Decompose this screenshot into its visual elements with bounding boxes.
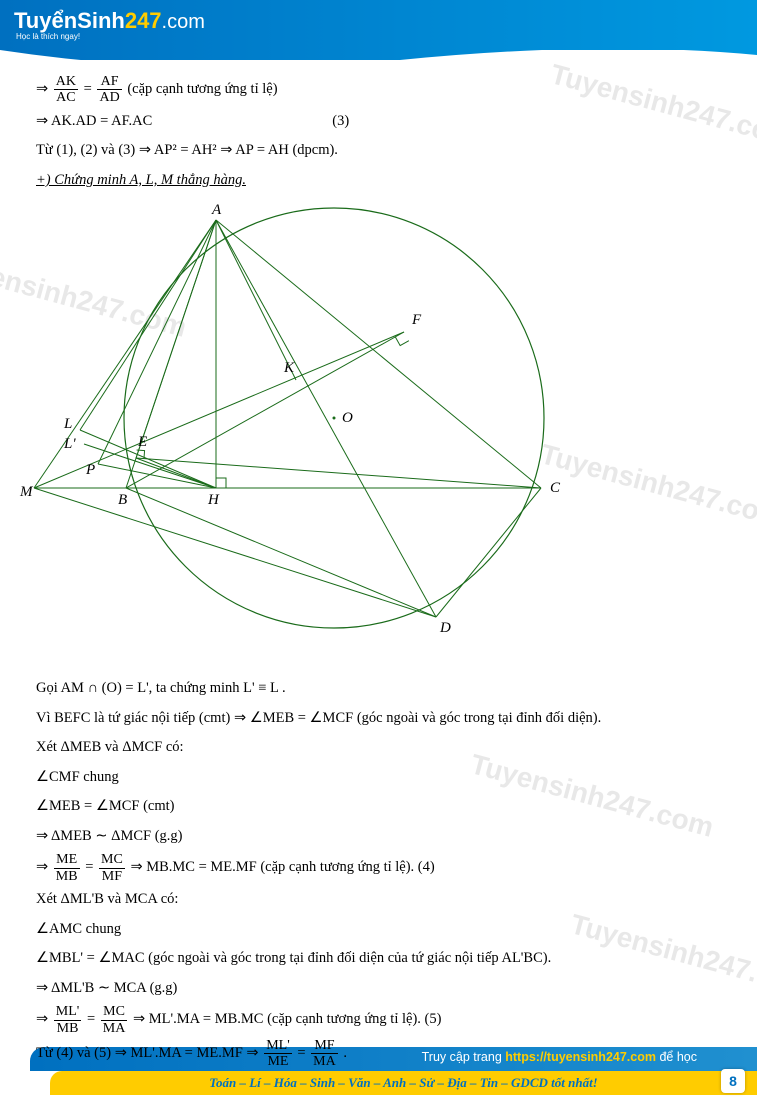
line-17: Từ (4) và (5) ⇒ ML'.MA = ME.MF ⇒ ML'ME =… bbox=[36, 1038, 721, 1070]
svg-text:B: B bbox=[118, 492, 127, 508]
svg-text:E: E bbox=[137, 434, 147, 450]
header-bar: TuyểnSinh247.com Học là thích ngay! bbox=[0, 0, 757, 60]
line-6: Vì BEFC là tứ giác nội tiếp (cmt) ⇒ ∠MEB… bbox=[36, 705, 721, 733]
footer-subjects: Toán – Lí – Hóa – Sinh – Văn – Anh – Sử … bbox=[50, 1071, 757, 1095]
logo-domain: .com bbox=[162, 11, 205, 33]
svg-text:L': L' bbox=[63, 436, 76, 452]
line-12: Xét ΔML'B và MCA có: bbox=[36, 886, 721, 914]
fraction: AKAC bbox=[54, 74, 78, 106]
logo-slogan: Học là thích ngay! bbox=[14, 32, 743, 41]
line-2: ⇒ AK.AD = AF.AC(3) bbox=[36, 108, 721, 136]
line-8: ∠CMF chung bbox=[36, 764, 721, 792]
geometry-diagram: A B C D F K O L L' P E H M bbox=[16, 202, 606, 652]
svg-text:L: L bbox=[63, 416, 72, 432]
line-4: +) Chứng minh A, L, M thẳng hàng. bbox=[36, 167, 721, 195]
svg-text:P: P bbox=[85, 462, 95, 478]
logo: TuyểnSinh247.com Học là thích ngay! bbox=[0, 0, 757, 49]
page-number: 8 bbox=[721, 1069, 745, 1093]
svg-text:M: M bbox=[19, 484, 34, 500]
svg-text:C: C bbox=[550, 480, 561, 496]
line-15: ⇒ ΔML'B ∼ MCA (g.g) bbox=[36, 975, 721, 1003]
line-5: Gọi AM ∩ (O) = L', ta chứng minh L' ≡ L … bbox=[36, 675, 721, 703]
svg-text:H: H bbox=[207, 492, 220, 508]
line-13: ∠AMC chung bbox=[36, 916, 721, 944]
line-9: ∠MEB = ∠MCF (cmt) bbox=[36, 793, 721, 821]
line-1: ⇒ AKAC = AFAD (cặp cạnh tương ứng tỉ lệ) bbox=[36, 74, 721, 106]
line-10: ⇒ ΔMEB ∼ ΔMCF (g.g) bbox=[36, 823, 721, 851]
fraction: AFAD bbox=[97, 74, 121, 106]
svg-text:K: K bbox=[283, 360, 295, 376]
line-11: ⇒ MEMB = MCMF ⇒ MB.MC = ME.MF (cặp cạnh … bbox=[36, 852, 721, 884]
line-7: Xét ΔMEB và ΔMCF có: bbox=[36, 734, 721, 762]
svg-text:F: F bbox=[411, 312, 422, 328]
logo-main: TuyểnSinh bbox=[14, 8, 125, 33]
logo-accent: 247 bbox=[125, 8, 162, 33]
line-3: Từ (1), (2) và (3) ⇒ AP² = AH² ⇒ AP = AH… bbox=[36, 137, 721, 165]
line-16: ⇒ ML'MB = MCMA ⇒ ML'.MA = MB.MC (cặp cạn… bbox=[36, 1004, 721, 1036]
svg-text:A: A bbox=[211, 202, 222, 218]
line-14: ∠MBL' = ∠MAC (góc ngoài và góc trong tại… bbox=[36, 945, 721, 973]
content-area: ⇒ AKAC = AFAD (cặp cạnh tương ứng tỉ lệ)… bbox=[0, 60, 757, 1070]
svg-text:D: D bbox=[439, 620, 451, 636]
svg-text:O: O bbox=[342, 410, 353, 426]
